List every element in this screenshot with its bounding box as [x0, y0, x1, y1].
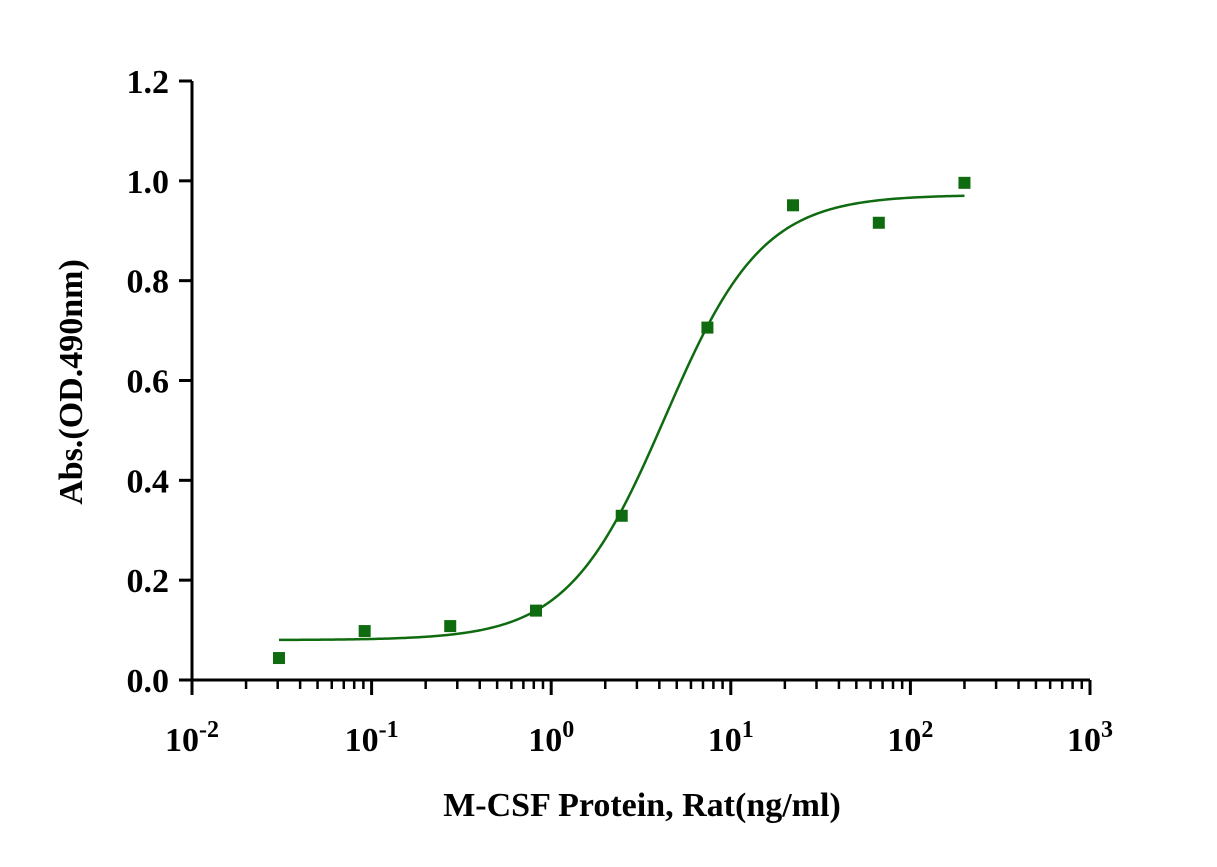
y-axis-title: Abs.(OD.490nm) — [53, 259, 90, 505]
y-tick-label: 0.8 — [127, 264, 170, 301]
x-tick-label: 100 — [528, 717, 574, 759]
data-point — [787, 199, 800, 212]
x-axis-title: M-CSF Protein, Rat(ng/ml) — [443, 787, 841, 824]
data-point — [444, 620, 457, 633]
fit-curve — [278, 194, 965, 642]
x-tick-label: 101 — [708, 717, 754, 759]
y-tick-label: 0.2 — [127, 563, 170, 600]
x-tick-label: 10-1 — [345, 717, 399, 759]
axes: 0.0 0.2 0.4 0.6 0.8 1.0 1.2 10-2 10-1 100 101 102 10… — [127, 64, 1114, 759]
data-point — [872, 216, 885, 229]
y-tick-label: 0.0 — [127, 663, 170, 700]
x-tick-label: 103 — [1067, 717, 1113, 759]
fit-curve-group — [278, 194, 965, 642]
data-points — [272, 176, 971, 665]
y-tick-label: 0.6 — [127, 364, 170, 401]
y-tick-label: 1.2 — [127, 64, 170, 101]
data-point — [272, 652, 285, 665]
data-point — [530, 604, 543, 617]
data-point — [701, 321, 714, 334]
data-point — [615, 509, 628, 522]
x-tick-label: 10-2 — [165, 717, 219, 759]
data-point — [958, 176, 971, 189]
y-tick-label: 0.4 — [127, 463, 170, 500]
axis-labels: M-CSF Protein, Rat(ng/ml) Abs.(OD.490nm) — [53, 259, 841, 824]
x-tick-label: 102 — [887, 717, 933, 759]
y-tick-label: 1.0 — [127, 164, 170, 201]
data-point — [358, 625, 371, 638]
